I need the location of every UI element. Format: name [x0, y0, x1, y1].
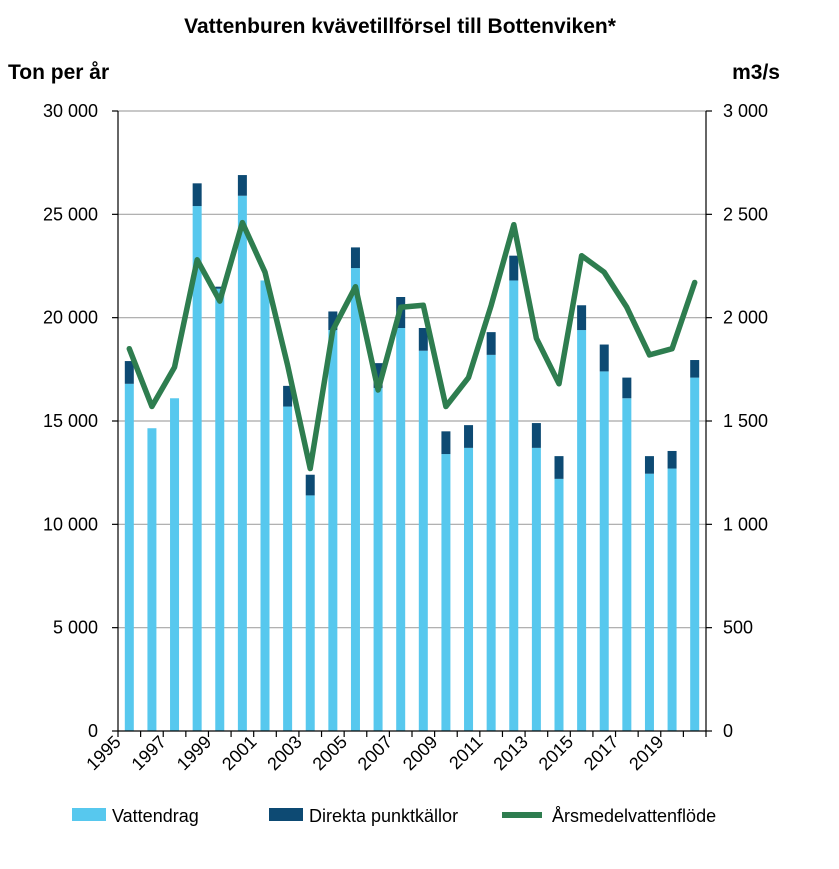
flow-line-layer [126, 219, 698, 472]
bar-direkta-punktkallor [644, 456, 654, 474]
y-left-tick-label: 0 [88, 721, 98, 741]
bar-direkta-punktkallor [328, 311, 338, 331]
x-tick-label: 1997 [128, 732, 170, 774]
legend-label-direkta-punktkallor: Direkta punktkällor [309, 806, 458, 826]
left-axis-unit: Ton per år [8, 61, 109, 84]
y-right-tick-label: 500 [723, 618, 753, 638]
y-left-tick-label: 15 000 [43, 411, 98, 431]
bar-vattendrag [192, 206, 202, 732]
bar-vattendrag [644, 473, 654, 731]
bar-direkta-punktkallor [622, 377, 632, 399]
bar-vattendrag [373, 387, 383, 731]
bar-vattendrag [599, 371, 609, 731]
bar-direkta-punktkallor [237, 175, 247, 196]
y-left-tick-label: 20 000 [43, 308, 98, 328]
x-tick-label: 2011 [445, 732, 487, 774]
bar-vattendrag [509, 280, 519, 731]
x-tick-label: 2009 [399, 732, 441, 774]
legend: Vattendrag Direkta punktkällor Årsmedelv… [72, 806, 716, 826]
y-right-tick-label: 2 000 [723, 308, 768, 328]
bar-vattendrag [124, 383, 134, 731]
bar-vattendrag [464, 447, 474, 731]
y-right-tick-label: 0 [723, 721, 733, 741]
bar-vattendrag [577, 330, 587, 731]
right-axis-unit: m3/s [732, 61, 780, 84]
x-tick-label: 2003 [263, 732, 305, 774]
x-tick-label: 2005 [309, 732, 351, 774]
x-tick-label: 2019 [625, 732, 667, 774]
bar-vattendrag [441, 454, 451, 731]
bar-direkta-punktkallor [124, 361, 134, 384]
bar-direkta-punktkallor [305, 474, 315, 496]
bar-vattendrag [554, 478, 564, 731]
bar-direkta-punktkallor [373, 363, 383, 388]
bar-direkta-punktkallor [350, 247, 360, 269]
legend-label-arsmedelvattenflode: Årsmedelvattenflöde [552, 806, 716, 826]
x-tick-label: 1999 [173, 732, 215, 774]
bar-vattendrag [396, 328, 406, 731]
gridlines [118, 110, 706, 629]
legend-swatch-direkta-punktkallor [269, 808, 303, 821]
bar-direkta-punktkallor [486, 332, 496, 355]
legend-swatch-vattendrag [72, 808, 106, 821]
bar-vattendrag [305, 495, 315, 731]
bar-vattendrag [690, 377, 700, 731]
y-left-tick-label: 25 000 [43, 204, 98, 224]
y-right-tick-label: 2 500 [723, 204, 768, 224]
bar-direkta-punktkallor [554, 456, 564, 479]
bar-vattendrag [418, 350, 428, 731]
bar-vattendrag [283, 406, 293, 731]
bar-vattendrag [260, 280, 270, 731]
bar-direkta-punktkallor [192, 183, 202, 207]
bar-direkta-punktkallor [215, 286, 225, 289]
bar-vattendrag [667, 468, 677, 731]
y-left-tick-label: 5 000 [53, 618, 98, 638]
bar-vattendrag [328, 330, 338, 731]
bar-vattendrag [215, 288, 225, 731]
bar-direkta-punktkallor [283, 385, 293, 407]
bar-vattendrag [170, 398, 180, 731]
x-tick-label: 2013 [489, 732, 531, 774]
bar-direkta-punktkallor [464, 425, 474, 448]
y-left-tick-label: 10 000 [43, 514, 98, 534]
x-tick-label: 2001 [218, 732, 260, 774]
y-left-tick-label: 30 000 [43, 101, 98, 121]
bar-vattendrag [147, 428, 157, 731]
bar-vattendrag [486, 354, 496, 731]
bar-direkta-punktkallor [577, 305, 587, 331]
x-tick-label: 2017 [580, 732, 622, 774]
bar-direkta-punktkallor [690, 360, 700, 378]
bar-direkta-punktkallor [531, 423, 541, 448]
bar-vattendrag [531, 447, 541, 731]
bar-direkta-punktkallor [441, 431, 451, 455]
bar-vattendrag [350, 268, 360, 731]
y-right-tick-label: 1 500 [723, 411, 768, 431]
bar-vattendrag [237, 195, 247, 731]
flow-line [126, 219, 698, 472]
y-right-tick-label: 1 000 [723, 514, 768, 534]
bar-direkta-punktkallor [667, 450, 677, 469]
bar-direkta-punktkallor [599, 344, 609, 372]
chart-title: Vattenburen kvävetillförsel till Bottenv… [184, 15, 617, 38]
y-right-tick-label: 3 000 [723, 101, 768, 121]
x-tick-label: 2007 [354, 732, 396, 774]
bar-direkta-punktkallor [418, 328, 428, 351]
bar-direkta-punktkallor [509, 255, 519, 281]
legend-label-vattendrag: Vattendrag [112, 806, 199, 826]
bar-vattendrag [622, 398, 632, 731]
bars [124, 175, 700, 732]
x-tick-label: 2015 [535, 732, 577, 774]
